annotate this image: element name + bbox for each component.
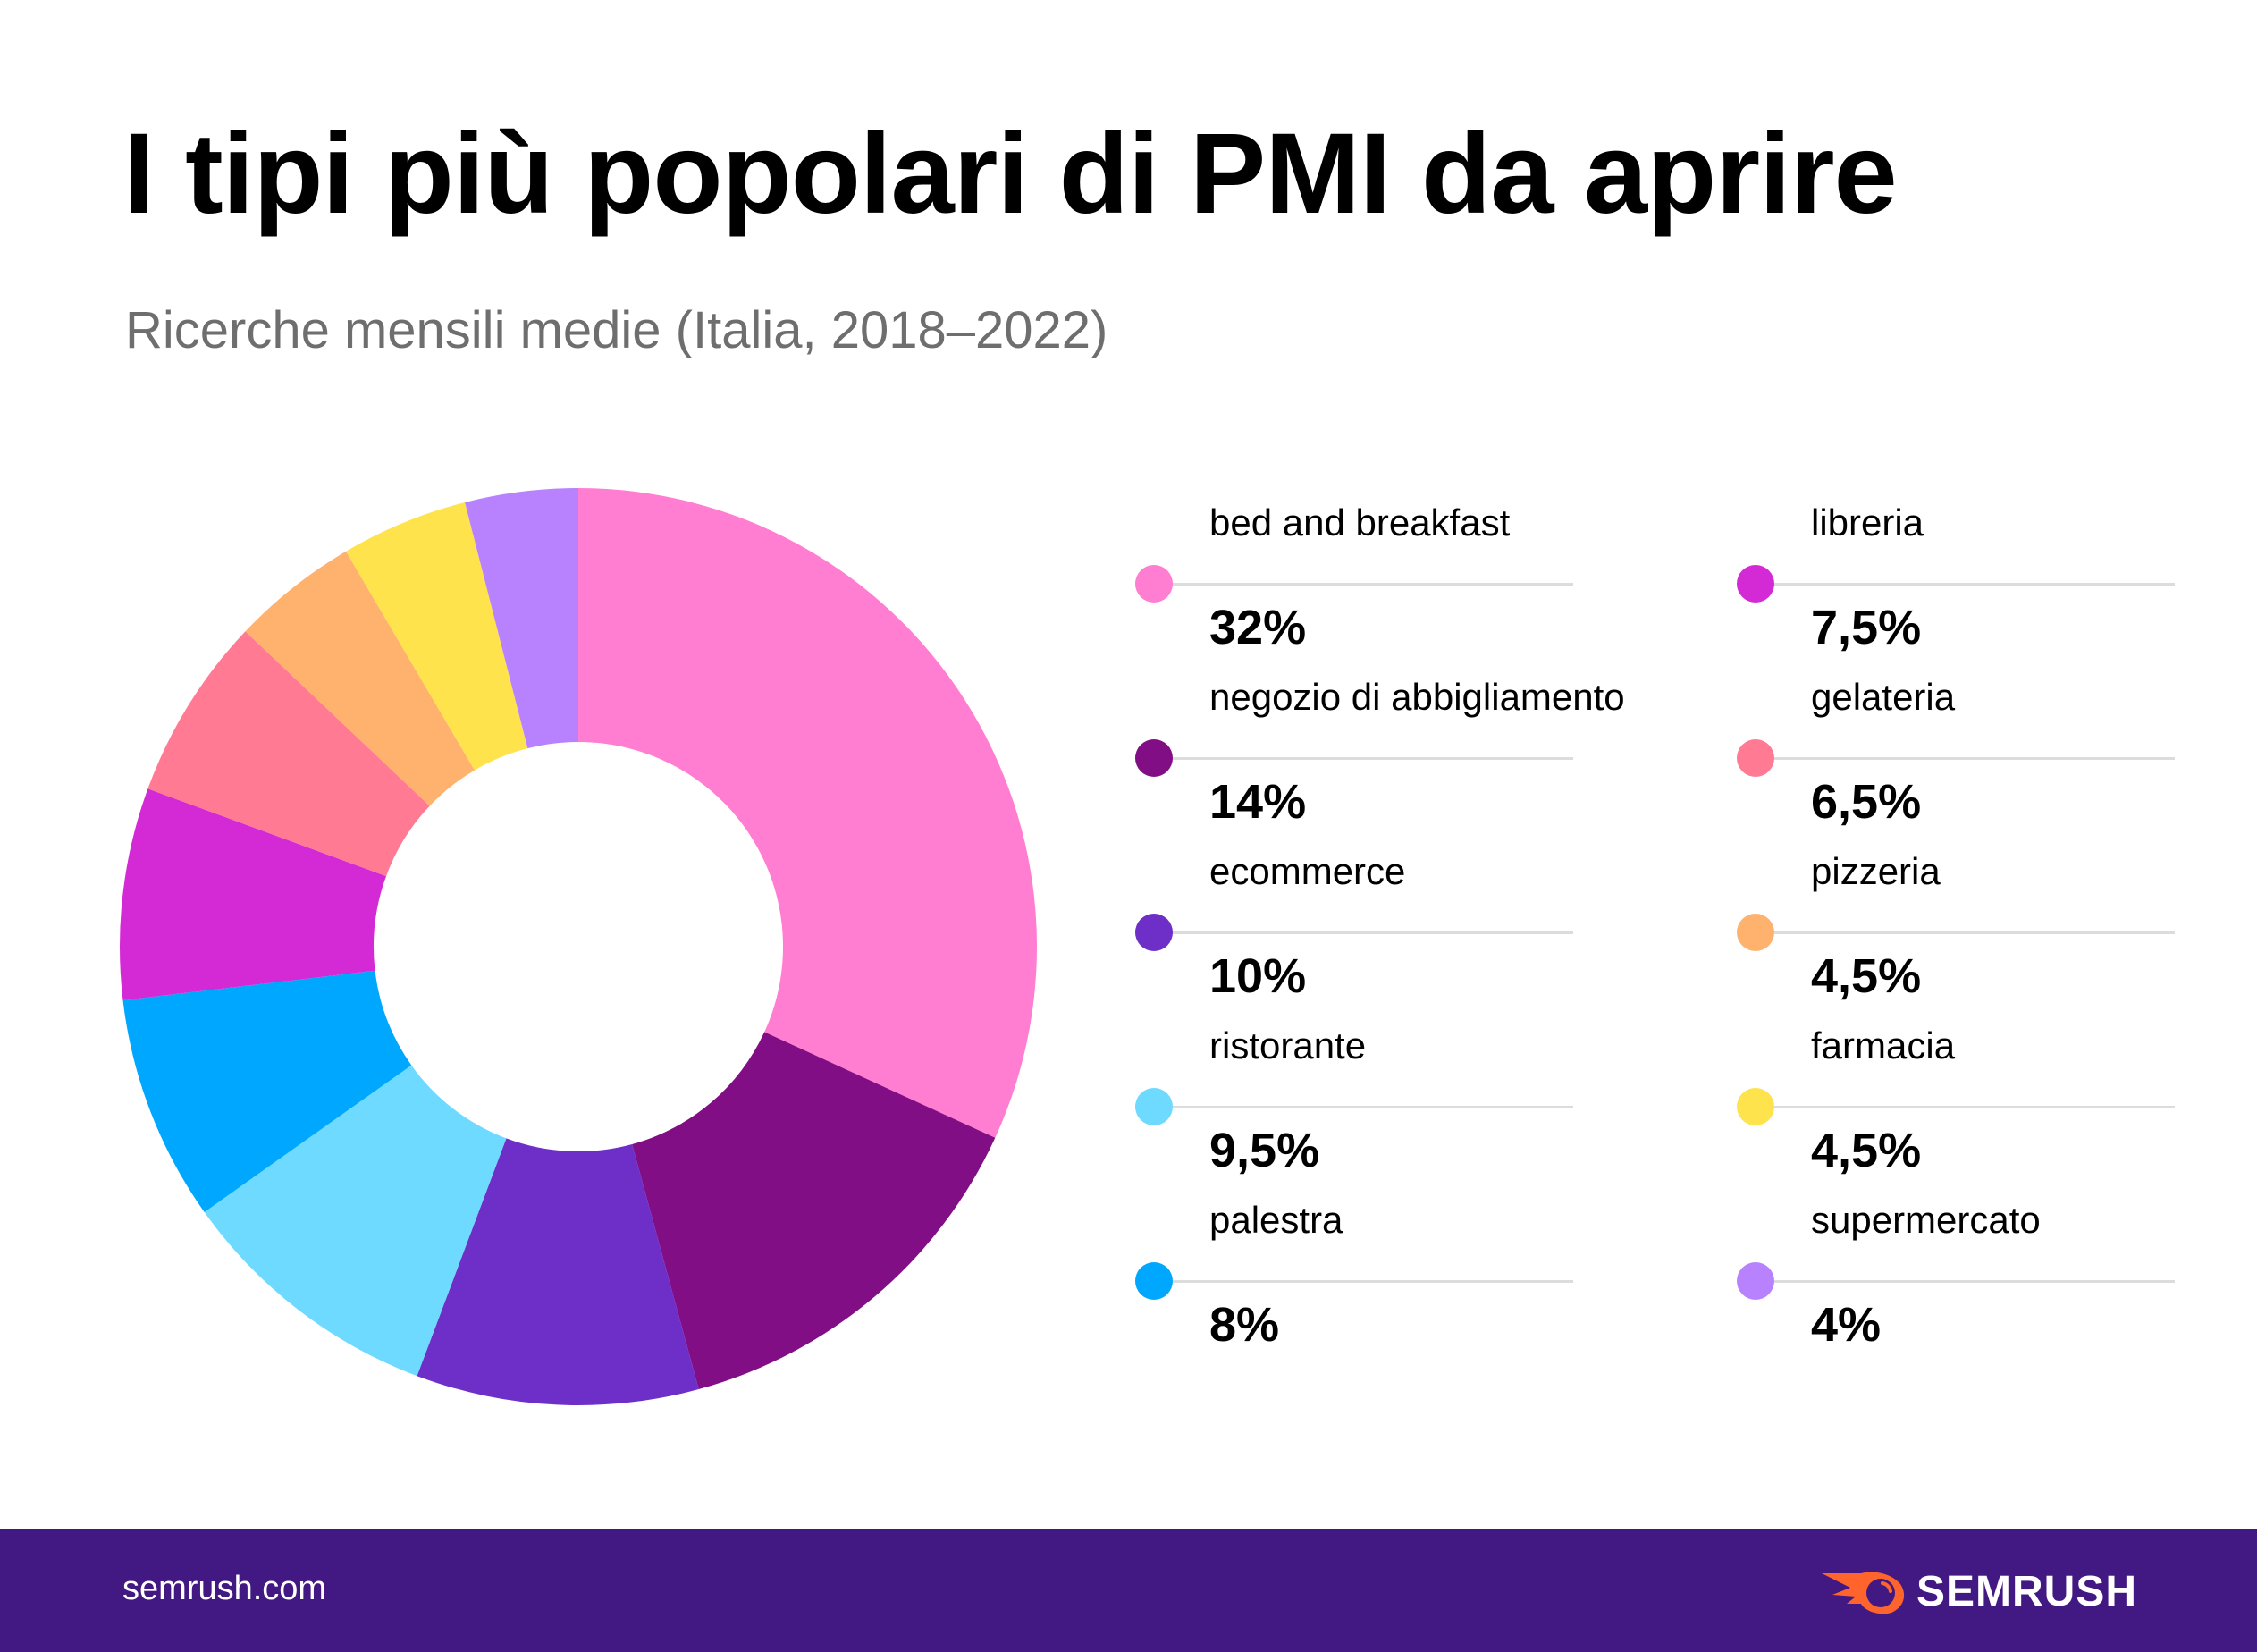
legend-label: libreria bbox=[1811, 502, 1924, 544]
legend-divider bbox=[1773, 583, 2175, 586]
legend-item: ristorante 9,5% bbox=[1135, 1024, 1600, 1202]
legend-color-dot-icon bbox=[1737, 1088, 1774, 1125]
donut-slice-gelateria bbox=[147, 631, 430, 877]
legend-divider bbox=[1773, 1106, 2175, 1108]
legend-color-dot-icon bbox=[1737, 565, 1774, 603]
legend-color-dot-icon bbox=[1737, 1262, 1774, 1300]
legend-divider bbox=[1171, 583, 1573, 586]
legend-value: 8% bbox=[1209, 1298, 1280, 1352]
donut-chart bbox=[120, 488, 1037, 1406]
chart-title: I tipi più popolari di PMI da aprire bbox=[123, 110, 1898, 238]
legend-color-dot-icon bbox=[1737, 739, 1774, 777]
footer-url[interactable]: semrush.com bbox=[122, 1570, 327, 1607]
donut-slice-palestra bbox=[122, 970, 412, 1212]
legend-label: negozio di abbigliamento bbox=[1209, 676, 1625, 718]
legend-value: 4,5% bbox=[1811, 949, 1922, 1003]
legend-label: gelateria bbox=[1811, 676, 1956, 718]
legend-color-dot-icon bbox=[1135, 914, 1173, 951]
semrush-flame-icon bbox=[1822, 1572, 1905, 1614]
donut-slice-supermercato bbox=[465, 488, 578, 749]
legend-divider bbox=[1171, 1106, 1573, 1108]
footer-bar: semrush.com SEMRUSH bbox=[0, 1529, 2257, 1652]
legend-value: 14% bbox=[1209, 775, 1307, 829]
legend-item: supermercato 4% bbox=[1737, 1199, 2202, 1377]
legend-value: 9,5% bbox=[1209, 1124, 1320, 1177]
legend-label: ristorante bbox=[1209, 1024, 1367, 1066]
legend-label: pizzeria bbox=[1811, 850, 1941, 892]
donut-slice-libreria bbox=[120, 788, 387, 1000]
legend-item: bed and breakfast 32% bbox=[1135, 502, 1600, 679]
legend-label: ecommerce bbox=[1209, 850, 1406, 892]
legend-label: farmacia bbox=[1811, 1024, 1956, 1066]
legend-item: negozio di abbigliamento 14% bbox=[1135, 676, 1625, 854]
legend-label: bed and breakfast bbox=[1209, 502, 1511, 544]
donut-slice-ecommerce bbox=[417, 1138, 699, 1406]
legend-value: 32% bbox=[1209, 601, 1307, 654]
legend-divider bbox=[1773, 931, 2175, 934]
legend-label: supermercato bbox=[1811, 1199, 2041, 1241]
legend-item: palestra 8% bbox=[1135, 1199, 1600, 1377]
legend-color-dot-icon bbox=[1135, 565, 1173, 603]
legend-item: pizzeria 4,5% bbox=[1737, 850, 2202, 1028]
brand-name: SEMRUSH bbox=[1916, 1567, 2138, 1615]
donut-slice-farmacia bbox=[346, 502, 528, 771]
chart-subtitle: Ricerche mensili medie (Italia, 2018–202… bbox=[125, 301, 1108, 359]
legend-item: ecommerce 10% bbox=[1135, 850, 1600, 1028]
legend-color-dot-icon bbox=[1737, 914, 1774, 951]
legend-divider bbox=[1773, 757, 2175, 760]
legend-item: libreria 7,5% bbox=[1737, 502, 2202, 679]
donut-slice-negozio-di-abbigliamento bbox=[632, 1032, 996, 1389]
legend-color-dot-icon bbox=[1135, 739, 1173, 777]
semrush-logo: SEMRUSH bbox=[1820, 1564, 2137, 1618]
donut-slice-bed-and-breakfast bbox=[578, 488, 1037, 1138]
legend-value: 10% bbox=[1209, 949, 1307, 1003]
donut-slice-ristorante bbox=[204, 1065, 507, 1377]
legend-divider bbox=[1171, 931, 1573, 934]
legend-divider bbox=[1171, 1280, 1573, 1283]
legend-value: 7,5% bbox=[1811, 601, 1922, 654]
legend-value: 6,5% bbox=[1811, 775, 1922, 829]
legend-value: 4,5% bbox=[1811, 1124, 1922, 1177]
legend-color-dot-icon bbox=[1135, 1262, 1173, 1300]
legend-item: gelateria 6,5% bbox=[1737, 676, 2202, 854]
legend-divider bbox=[1773, 1280, 2175, 1283]
donut-slice-pizzeria bbox=[245, 551, 475, 806]
legend-divider bbox=[1171, 757, 1573, 760]
legend-label: palestra bbox=[1209, 1199, 1343, 1241]
legend-value: 4% bbox=[1811, 1298, 1882, 1352]
legend-item: farmacia 4,5% bbox=[1737, 1024, 2202, 1202]
legend-color-dot-icon bbox=[1135, 1088, 1173, 1125]
